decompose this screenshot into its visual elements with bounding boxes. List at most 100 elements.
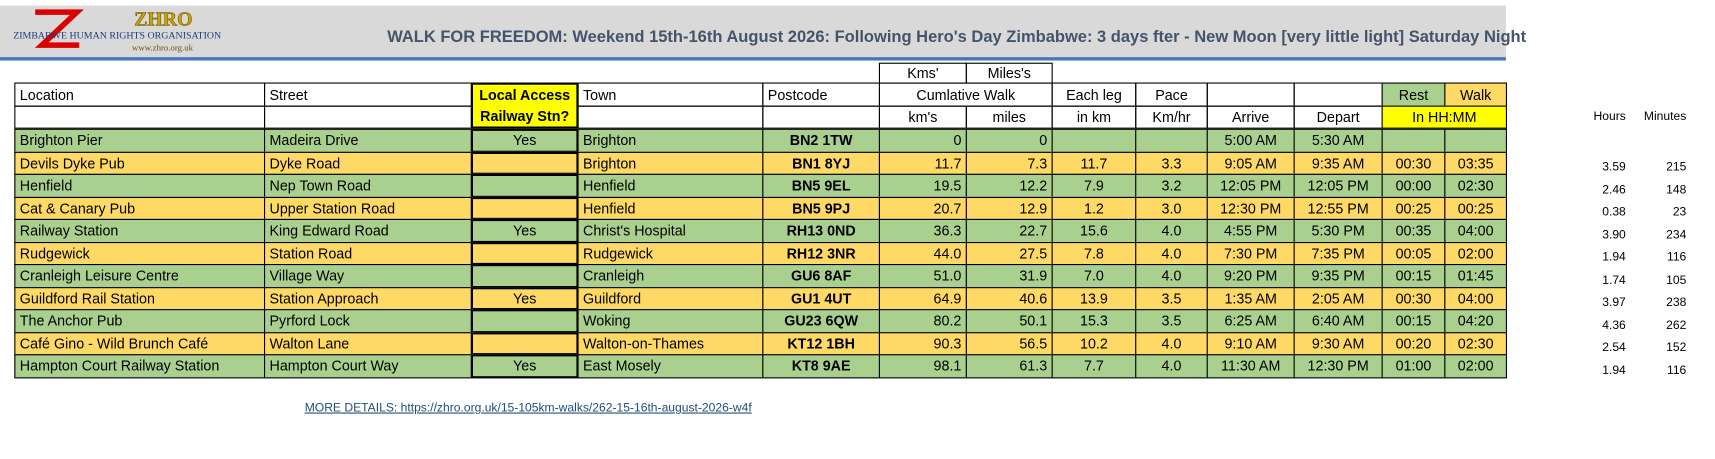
cell: 12:05 PM (1293, 173, 1383, 198)
cell: 4.0 (1135, 241, 1208, 266)
cell: King Edward Road (264, 218, 472, 243)
cell: 6:25 AM (1206, 309, 1295, 333)
cell: Yes (470, 354, 579, 378)
cell: 61.3 (965, 354, 1053, 378)
extra-header: Hours (1593, 109, 1626, 123)
cell: 20.7 (878, 196, 967, 220)
cell: 9:20 PM (1206, 264, 1295, 288)
side-value: 23 (1672, 205, 1687, 219)
cell: 5:30 AM (1293, 128, 1383, 153)
cell: GU6 8AF (762, 264, 880, 288)
cell: Henfield (14, 173, 266, 198)
cell: 4:55 PM (1206, 218, 1295, 243)
cell: Woking (577, 309, 764, 333)
cell: Christ's Hospital (577, 218, 764, 243)
cell: 00:25 (1381, 196, 1446, 220)
empty-cell (470, 196, 579, 220)
unit-header: Miles's (965, 62, 1053, 84)
column-header: Cumlative Walk (878, 82, 1053, 107)
cell: 00:15 (1381, 309, 1446, 333)
cell: 01:00 (1381, 354, 1446, 378)
cell: 00:30 (1381, 151, 1446, 175)
side-value: 116 (1666, 250, 1687, 264)
cell: RH13 0ND (762, 218, 880, 243)
cell: 13.9 (1051, 286, 1137, 311)
cell: 12:30 PM (1293, 354, 1383, 378)
empty-cell (470, 309, 579, 333)
column-subheader: Km/hr (1135, 105, 1208, 129)
empty-cell (470, 331, 579, 356)
cell: 51.0 (878, 264, 967, 288)
details-link[interactable]: MORE DETAILS: https://zhro.org.uk/15-105… (304, 401, 752, 415)
empty-cell (1135, 128, 1208, 153)
cell: 90.3 (878, 331, 967, 356)
cell: 15.3 (1051, 309, 1137, 333)
cell: 7:35 PM (1293, 241, 1383, 266)
cell: Railway Station (14, 218, 266, 243)
cell: BN2 1TW (762, 128, 880, 153)
column-header: Walk (1444, 82, 1507, 107)
cell: 4.0 (1135, 331, 1208, 356)
cell: 04:20 (1444, 309, 1507, 333)
side-value: 152 (1666, 341, 1687, 355)
cell: 40.6 (965, 286, 1053, 311)
cell: Cranleigh Leisure Centre (14, 264, 266, 288)
side-value: 234 (1666, 228, 1687, 242)
side-value: 148 (1666, 183, 1687, 197)
side-value: 3.90 (1602, 228, 1626, 242)
cell: Brighton (577, 128, 764, 153)
cell: 1.2 (1051, 196, 1137, 220)
empty-cell (1206, 82, 1295, 107)
cell: Yes (470, 286, 579, 311)
side-value: 1.94 (1602, 363, 1626, 377)
cell: The Anchor Pub (14, 309, 266, 333)
cell: 1:35 AM (1206, 286, 1295, 311)
side-value: 262 (1666, 318, 1687, 332)
cell: 04:00 (1444, 286, 1507, 311)
cell: 12:30 PM (1206, 196, 1295, 220)
cell: 02:00 (1444, 354, 1507, 378)
cell: GU1 4UT (762, 286, 880, 311)
cell: 6:40 AM (1293, 309, 1383, 333)
cell: 9:35 AM (1293, 151, 1383, 175)
cell: 00:30 (1381, 286, 1446, 311)
column-subheader: in km (1051, 105, 1137, 129)
side-value: 3.97 (1602, 295, 1626, 310)
column-subheader: miles (965, 105, 1053, 129)
cell: 12.9 (965, 196, 1053, 220)
cell: 7.8 (1051, 241, 1137, 266)
cell: 7.3 (965, 151, 1053, 175)
cell: 04:00 (1444, 218, 1507, 243)
cell: Guildford Rail Station (14, 286, 266, 311)
empty-cell (1051, 128, 1137, 153)
side-value: 1.74 (1602, 273, 1626, 287)
cell: 15.6 (1051, 218, 1137, 243)
cell: 0 (965, 128, 1053, 153)
cell: RH12 3NR (762, 241, 880, 266)
cell: 4.0 (1135, 264, 1208, 288)
logo: ZHRO ZIMBABWE HUMAN RIGHTS ORGANISATION … (13, 8, 221, 53)
cell: 7.0 (1051, 264, 1137, 288)
empty-cell (1293, 82, 1383, 107)
side-value: 215 (1666, 160, 1687, 174)
cell: 02:00 (1444, 241, 1507, 266)
cell: 12.2 (965, 173, 1053, 198)
cell: 0 (878, 128, 967, 153)
cell: 27.5 (965, 241, 1053, 266)
cell: BN5 9EL (762, 173, 880, 198)
cell: Cat & Canary Pub (14, 196, 266, 220)
cell: Yes (470, 128, 579, 153)
cell: KT8 9AE (762, 354, 880, 378)
side-value: 2.46 (1602, 183, 1626, 197)
cell: 56.5 (965, 331, 1053, 356)
cell: Guildford (577, 286, 764, 311)
cell: Brighton Pier (14, 128, 266, 153)
cell: Rudgewick (577, 241, 764, 266)
cell: Nep Town Road (264, 173, 472, 198)
empty-cell (470, 264, 579, 288)
side-value: 116 (1666, 363, 1687, 377)
column-header: Town (577, 82, 764, 107)
cell: Henfield (577, 196, 764, 220)
cell: 50.1 (965, 309, 1053, 333)
